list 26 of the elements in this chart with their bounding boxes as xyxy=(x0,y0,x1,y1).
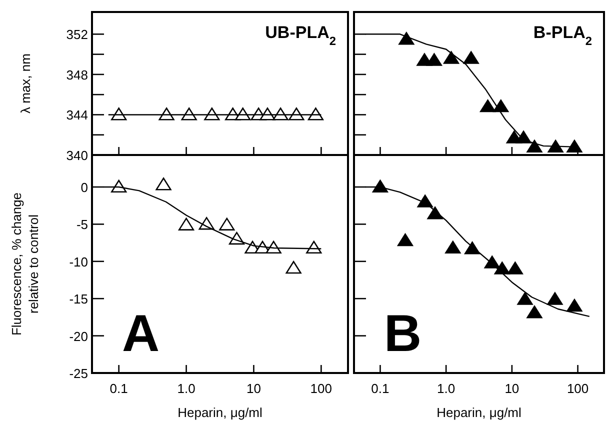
x-axis-title: Heparin, μg/ml xyxy=(436,405,522,420)
y-tick-label: -15 xyxy=(69,292,88,307)
x-tick-label: 1.0 xyxy=(437,381,456,396)
annotation: B xyxy=(384,305,422,363)
y-tick-label: -25 xyxy=(69,366,88,381)
y-tick-label: -10 xyxy=(69,254,88,270)
x-axis-title: Heparin, μg/ml xyxy=(178,405,263,420)
y-tick-label: -5 xyxy=(76,217,88,232)
x-tick-label: 10 xyxy=(504,381,520,396)
y-axis-title: λ max, nm xyxy=(18,54,33,114)
y-tick-label: -20 xyxy=(69,328,88,344)
y-tick-label: 0 xyxy=(80,180,88,195)
text: UB-PLA$_{2}$ xyxy=(265,23,336,48)
text: B-PLA$_{2}$ xyxy=(533,23,592,48)
y-axis-title: Fluorescence, % change relative to control xyxy=(9,192,41,336)
x-tick-label: 10 xyxy=(246,381,261,396)
x-tick-label: 100 xyxy=(566,381,589,396)
y-tick-label: 352 xyxy=(66,27,88,42)
x-tick-label: 100 xyxy=(310,381,332,396)
y-tick-label: 340 xyxy=(66,148,88,163)
x-tick-label: 1.0 xyxy=(177,381,196,396)
x-tick-label: 0.1 xyxy=(110,381,128,396)
y-tick-label: 344 xyxy=(66,108,88,123)
y-tick-label: 348 xyxy=(66,67,88,82)
annotation: A xyxy=(122,305,160,363)
x-tick-label: 0.1 xyxy=(371,381,390,396)
